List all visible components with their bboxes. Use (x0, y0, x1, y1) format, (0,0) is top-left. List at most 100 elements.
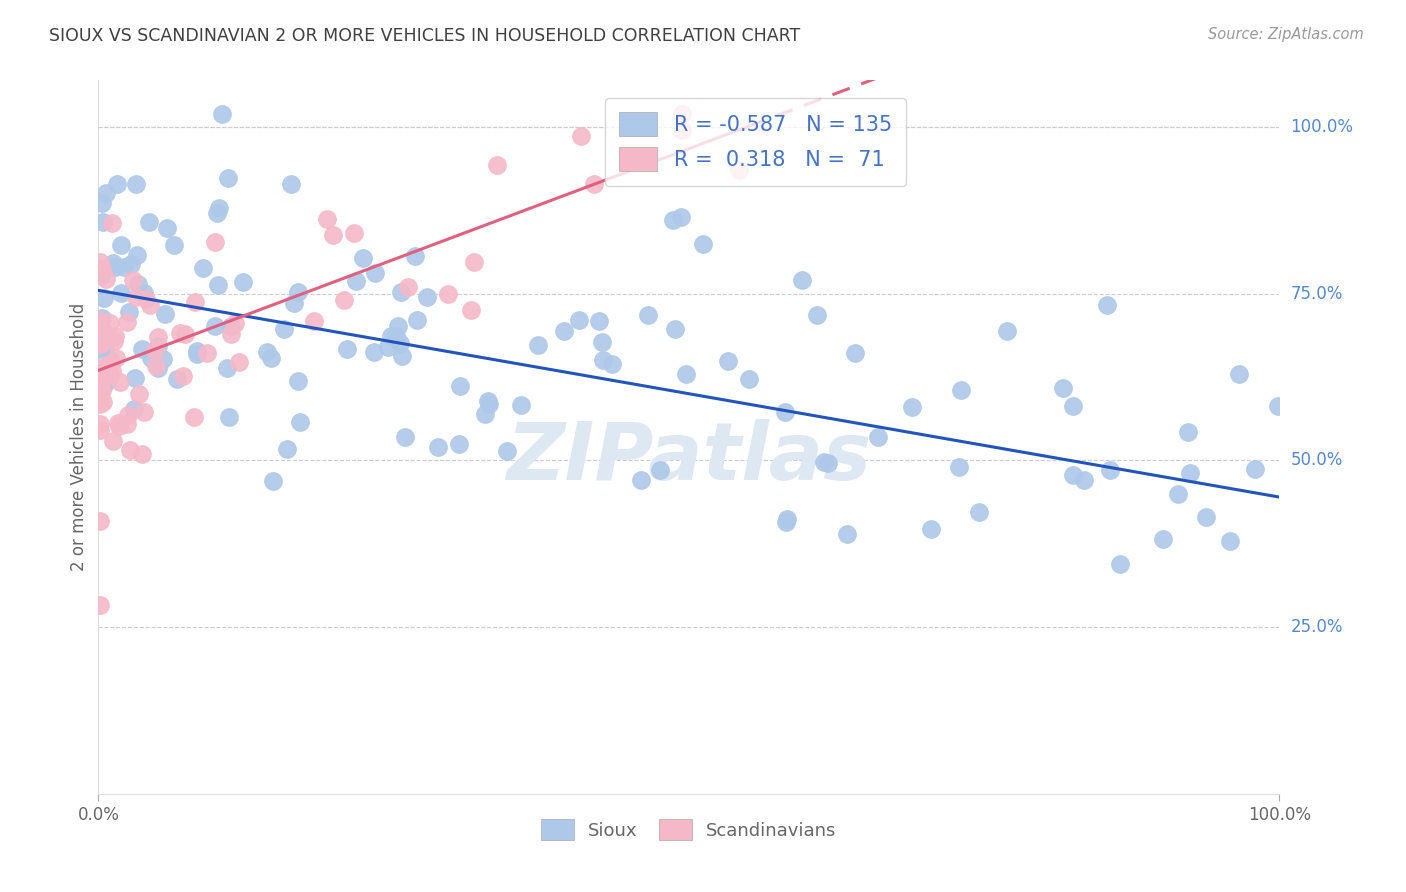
Point (146, 360, 169, 375)
Point (1073, 473, 1095, 487)
Point (127, 248, 149, 262)
Point (280, 177, 302, 191)
Text: 50.0%: 50.0% (1291, 451, 1343, 469)
Point (389, 336, 412, 351)
Point (131, 342, 153, 356)
Point (387, 318, 409, 333)
Point (93, 377, 115, 392)
Point (115, 417, 138, 431)
Point (89, 337, 111, 351)
Point (135, 292, 157, 306)
Text: Source: ZipAtlas.com: Source: ZipAtlas.com (1208, 27, 1364, 42)
Point (94, 271, 117, 285)
Point (120, 442, 142, 457)
Point (1219, 533, 1241, 548)
Point (103, 256, 125, 270)
Point (901, 401, 924, 415)
Point (737, 371, 759, 385)
Point (90, 336, 112, 351)
Point (98, 368, 121, 382)
Point (101, 434, 124, 448)
Point (186, 347, 208, 361)
Point (1167, 487, 1189, 501)
Point (89, 263, 111, 277)
Point (204, 319, 226, 334)
Point (146, 330, 169, 344)
Point (117, 315, 139, 329)
Point (100, 354, 122, 368)
Point (1109, 557, 1132, 571)
Point (1195, 509, 1218, 524)
Point (91, 394, 114, 409)
Point (156, 220, 179, 235)
Point (671, 210, 693, 224)
Point (322, 228, 344, 243)
Point (675, 367, 697, 381)
Point (592, 352, 614, 367)
Point (132, 285, 155, 300)
Point (101, 216, 124, 230)
Point (127, 277, 149, 291)
Point (920, 522, 942, 536)
Point (1244, 462, 1267, 476)
Point (391, 349, 413, 363)
Point (153, 307, 176, 321)
Point (172, 369, 194, 384)
Point (364, 266, 387, 280)
Point (477, 397, 499, 411)
Text: 75.0%: 75.0% (1291, 285, 1343, 302)
Point (1052, 381, 1074, 395)
Point (89, 515, 111, 529)
Point (128, 386, 150, 401)
Point (166, 372, 188, 386)
Point (217, 171, 239, 186)
Point (380, 328, 402, 343)
Point (145, 359, 167, 374)
Point (90, 268, 112, 282)
Point (139, 351, 162, 365)
Point (671, 106, 693, 120)
Point (169, 326, 191, 341)
Point (447, 436, 470, 450)
Point (844, 346, 866, 360)
Point (385, 329, 408, 343)
Point (98, 317, 121, 331)
Point (139, 298, 162, 312)
Point (1178, 467, 1201, 481)
Point (344, 274, 367, 288)
Point (776, 512, 799, 526)
Point (108, 375, 131, 389)
Point (131, 447, 153, 461)
Point (664, 322, 686, 336)
Point (124, 371, 146, 385)
Point (343, 227, 366, 241)
Point (89, 342, 111, 356)
Point (287, 285, 309, 300)
Point (948, 460, 970, 475)
Point (104, 260, 127, 274)
Y-axis label: 2 or more Vehicles in Household: 2 or more Vehicles in Household (70, 303, 89, 571)
Point (91, 262, 114, 277)
Point (591, 335, 613, 350)
Point (94, 330, 117, 344)
Point (110, 285, 132, 300)
Text: ZIPatlas: ZIPatlas (506, 419, 872, 498)
Point (120, 257, 142, 271)
Point (1062, 467, 1084, 482)
Point (449, 379, 471, 393)
Point (138, 215, 160, 229)
Point (91, 322, 114, 336)
Point (389, 285, 412, 300)
Point (995, 324, 1018, 338)
Point (224, 316, 246, 330)
Point (217, 361, 239, 376)
Point (89, 364, 111, 378)
Point (477, 393, 499, 408)
Point (775, 515, 797, 529)
Point (143, 343, 166, 357)
Point (186, 343, 208, 358)
Point (122, 402, 145, 417)
Point (89, 396, 111, 410)
Point (91, 384, 114, 398)
Point (460, 303, 482, 318)
